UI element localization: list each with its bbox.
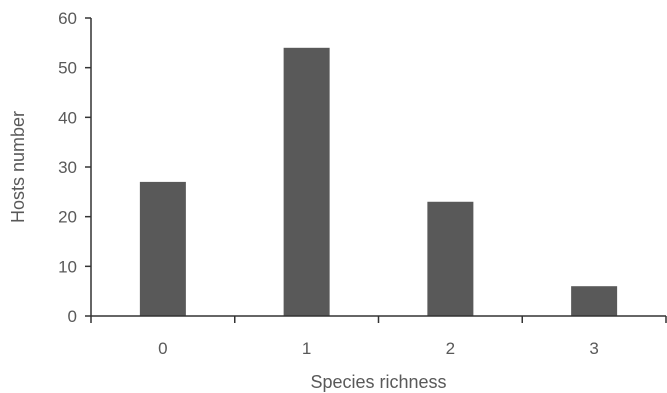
bar-0 [139, 181, 186, 316]
x-axis-ticks: 0 1 2 3 [90, 316, 667, 358]
y-tick-label: 40 [58, 108, 77, 127]
x-tick-label: 2 [446, 339, 455, 358]
bar-1 [283, 47, 330, 317]
bars [139, 47, 618, 317]
x-tick-label: 1 [302, 339, 311, 358]
y-axis-ticks: 0 10 20 30 40 50 60 [58, 9, 91, 326]
y-tick-label: 20 [58, 208, 77, 227]
y-tick-label: 60 [58, 9, 77, 28]
x-tick-label: 3 [589, 339, 598, 358]
bar-2 [427, 201, 474, 316]
x-tick-label: 0 [158, 339, 167, 358]
y-tick-label: 50 [58, 59, 77, 78]
x-axis-title: Species richness [310, 372, 446, 392]
y-tick-label: 10 [58, 257, 77, 276]
bar-3 [571, 286, 618, 316]
y-tick-label: 30 [58, 158, 77, 177]
y-axis-title: Hosts number [8, 111, 28, 223]
y-tick-label: 0 [68, 307, 77, 326]
